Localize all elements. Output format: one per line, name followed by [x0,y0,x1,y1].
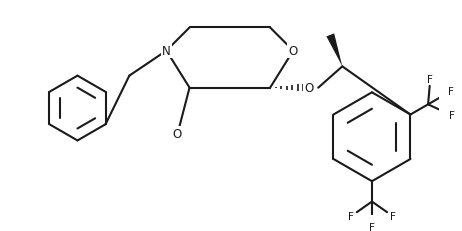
Text: F: F [449,111,455,121]
Text: N: N [162,45,171,58]
Text: F: F [348,212,353,222]
Polygon shape [326,34,342,67]
Text: F: F [390,212,396,222]
Text: O: O [289,45,298,58]
Text: O: O [304,82,314,95]
Text: O: O [173,128,182,141]
Text: F: F [369,222,375,231]
Text: F: F [448,87,454,97]
Text: F: F [427,74,433,84]
